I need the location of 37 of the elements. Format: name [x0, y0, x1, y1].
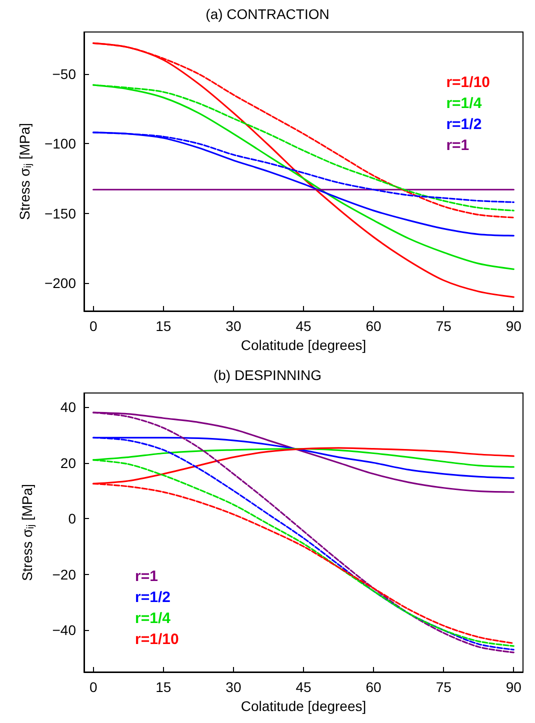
y-tick-label: −100: [44, 136, 76, 152]
y-tick-label: −200: [44, 275, 76, 292]
x-tick-label: 0: [89, 318, 98, 334]
y-tick-label: −20: [52, 566, 76, 582]
x-tick-label: 15: [156, 679, 172, 695]
x-axis-title: Colatitude [degrees]: [240, 698, 366, 714]
y-tick-label: 20: [60, 454, 76, 471]
text: r=1/4: [446, 95, 482, 112]
y-tick-label: −150: [44, 205, 76, 222]
y-axis-title: Stress σij [MPa]: [19, 484, 36, 582]
x-tick-label: 45: [296, 318, 312, 334]
text: r=1: [135, 568, 158, 585]
x-tick-label: 60: [366, 679, 382, 695]
x-axis-title: Colatitude [degrees]: [240, 336, 366, 353]
text: r=1: [446, 137, 470, 154]
x-tick-label: 60: [366, 318, 382, 334]
x-tick-label: 75: [436, 679, 452, 695]
x-tick-label: 45: [296, 679, 312, 695]
x-tick-label: 75: [436, 318, 452, 334]
y-tick-label: 40: [60, 398, 76, 415]
chart-title: (b) DESPINNING: [213, 367, 322, 383]
x-tick-label: 90: [506, 679, 522, 695]
x-tick-label: 0: [89, 679, 98, 695]
text: r=1/4: [135, 610, 172, 627]
x-tick-label: 30: [226, 318, 242, 334]
x-tick-label: 90: [506, 318, 522, 334]
text: r=1/2: [135, 589, 170, 606]
text: r=1/2: [446, 116, 482, 133]
y-tick-label: −40: [52, 622, 76, 638]
chart-title: (a) CONTRACTION: [206, 6, 330, 22]
y-tick-label: 0: [68, 510, 76, 527]
y-axis-title: Stress σij [MPa]: [16, 122, 34, 220]
x-tick-label: 15: [156, 318, 172, 334]
y-tick-label: −50: [52, 66, 76, 82]
text: r=1/10: [446, 74, 490, 91]
text: r=1/10: [135, 631, 179, 648]
x-tick-label: 30: [226, 679, 242, 695]
